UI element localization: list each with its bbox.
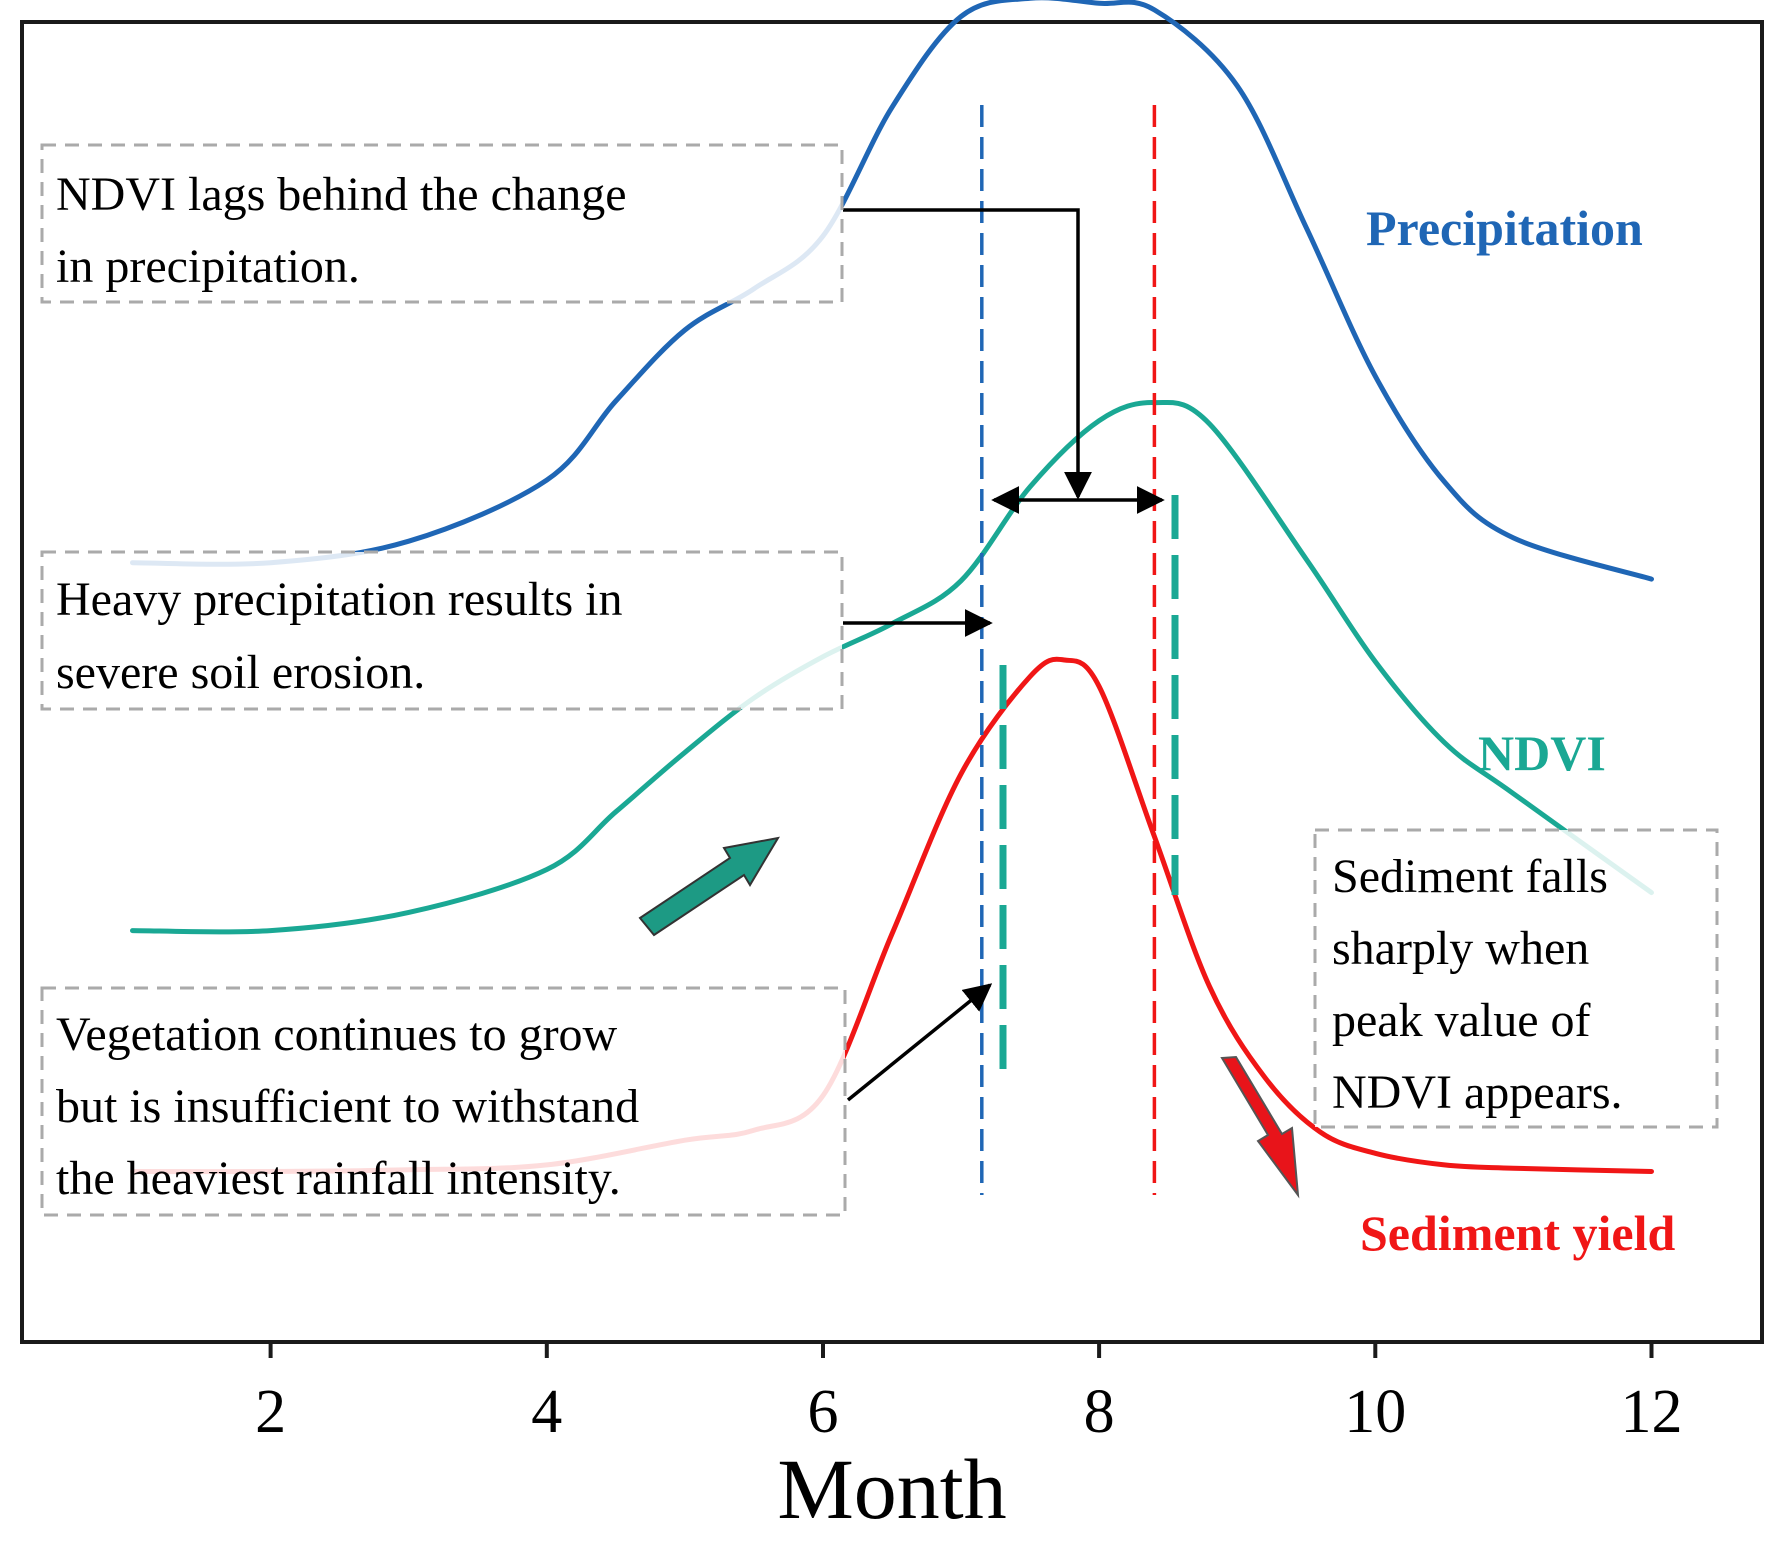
annotation-line: sharply when — [1332, 922, 1589, 975]
annotation-box — [40, 143, 844, 304]
annotation-vegetation: Vegetation continues to grow but is insu… — [40, 986, 847, 1217]
series-label-ndvi: NDVI — [1478, 725, 1606, 781]
x-tick-label: 12 — [1621, 1378, 1683, 1446]
annotation-line: Heavy precipitation results in — [56, 573, 623, 626]
x-tick-label: 6 — [808, 1378, 839, 1446]
annotation-lag: NDVI lags behind the change in precipita… — [40, 143, 844, 304]
annotation-box — [1313, 828, 1719, 1129]
series-label-sediment: Sediment yield — [1360, 1205, 1675, 1261]
annotation-sediment: Sediment falls sharply when peak value o… — [1313, 828, 1719, 1129]
sediment-falling-arrow — [1220, 1055, 1300, 1199]
x-tick-label: 2 — [255, 1378, 286, 1446]
plot-frame — [20, 20, 1764, 1344]
series-label-precipitation: Precipitation — [1366, 200, 1643, 256]
annotation-line: NDVI lags behind the change — [56, 168, 627, 221]
series-line-ndvi — [130, 399, 1654, 935]
x-axis: 2 4 6 8 10 12 — [255, 1342, 1683, 1446]
x-tick-label: 4 — [531, 1378, 562, 1446]
x-tick-label: 10 — [1344, 1378, 1406, 1446]
annotation-line: peak value of — [1332, 994, 1591, 1047]
annotation-line: NDVI appears. — [1332, 1066, 1623, 1119]
annotation-erosion: Heavy precipitation results in severe so… — [40, 550, 844, 711]
annotation-line: Sediment falls — [1332, 850, 1608, 903]
annotation-box — [40, 986, 847, 1217]
x-axis-title: Month — [777, 1441, 1006, 1537]
annotation-line: in precipitation. — [56, 240, 360, 293]
series-line-precipitation — [130, 0, 1654, 582]
annotation-line: the heaviest rainfall intensity. — [56, 1152, 621, 1205]
vegetation-connector — [846, 983, 993, 1102]
lag-connector — [843, 208, 1092, 500]
ndvi-rising-arrow — [638, 836, 780, 937]
reference-lines — [980, 105, 1157, 1195]
annotation-box — [40, 550, 844, 711]
annotation-line: severe soil erosion. — [56, 646, 425, 699]
x-tick-label: 8 — [1084, 1378, 1115, 1446]
annotation-line: Vegetation continues to grow — [56, 1008, 618, 1061]
annotation-line: but is insufficient to withstand — [56, 1080, 639, 1133]
